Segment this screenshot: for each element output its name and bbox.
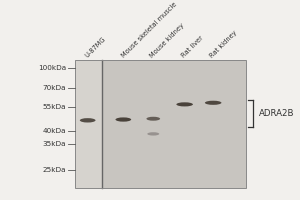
- Text: Rat kidney: Rat kidney: [209, 29, 238, 59]
- Bar: [102, 60, 246, 188]
- Text: 35kDa: 35kDa: [43, 141, 66, 147]
- Bar: [75, 60, 246, 188]
- Text: Mouse skeletal muscle: Mouse skeletal muscle: [121, 1, 178, 59]
- Text: Rat liver: Rat liver: [180, 35, 204, 59]
- Text: ADRA2B: ADRA2B: [259, 109, 294, 118]
- Ellipse shape: [205, 101, 221, 105]
- Text: 100kDa: 100kDa: [38, 65, 66, 71]
- Ellipse shape: [176, 102, 193, 106]
- Text: 25kDa: 25kDa: [43, 167, 66, 173]
- Text: 55kDa: 55kDa: [43, 104, 66, 110]
- Ellipse shape: [146, 117, 160, 121]
- Ellipse shape: [116, 117, 131, 122]
- Text: Mouse kidney: Mouse kidney: [149, 22, 186, 59]
- Text: 40kDa: 40kDa: [43, 128, 66, 134]
- Ellipse shape: [147, 132, 159, 136]
- Text: 70kDa: 70kDa: [43, 85, 66, 91]
- Bar: [75, 60, 102, 188]
- Ellipse shape: [80, 118, 95, 123]
- Text: U-87MG: U-87MG: [83, 36, 106, 59]
